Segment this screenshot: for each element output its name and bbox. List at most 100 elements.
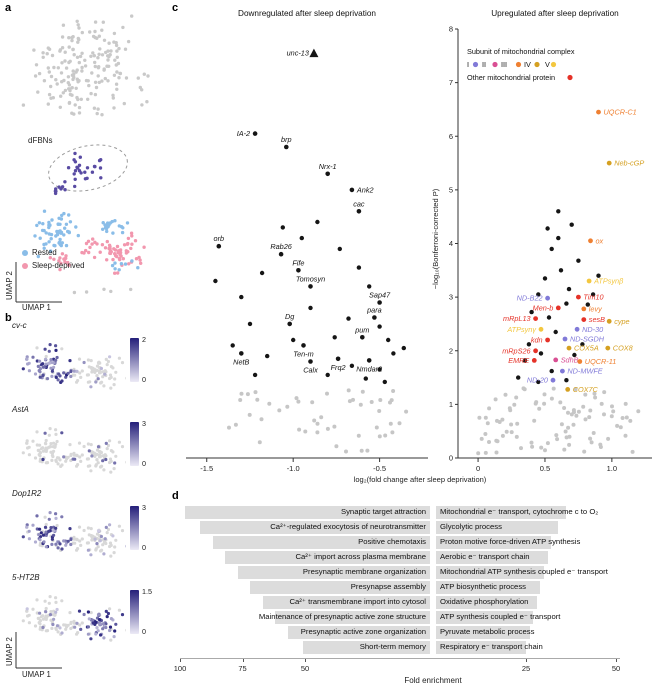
nonsignificant-points (618, 409, 641, 454)
feature-points (21, 343, 126, 390)
nonsignificant-points (227, 388, 409, 454)
gene-label: COX5A (574, 344, 599, 353)
legend-dot (492, 61, 498, 68)
gene-label: ND-B22 (517, 294, 543, 303)
gene-label: Ank2 (356, 185, 374, 194)
gene-label: Dg (285, 312, 294, 321)
umap-overview-plot (21, 14, 150, 295)
gene-label: sesB (589, 315, 605, 324)
feature-gene-label: AstA (12, 405, 29, 414)
colorbar-min: 0 (142, 459, 146, 468)
right-bar-label: Oxidative phosphorylation (440, 597, 529, 606)
nonsignificant-points (476, 386, 628, 456)
gene-label: Nrx-1 (319, 162, 337, 171)
umap2-label-a: UMAP 2 (5, 271, 14, 300)
left-bar-label: Presynaptic membrane organization (302, 567, 426, 576)
y-tick-label: 1 (449, 400, 453, 409)
gene-label: EMRE (508, 356, 529, 365)
legend-roman: IV (524, 60, 531, 69)
gene-label: Neb-cGP (614, 159, 644, 168)
d-axis-line (180, 658, 620, 659)
right-bar (436, 551, 548, 564)
panel-d-label: d (172, 490, 179, 502)
left-bar (200, 521, 430, 534)
enrichment-chart: Synaptic target attraction Mitochondrial … (170, 498, 656, 685)
panel-c-label: c (172, 2, 179, 14)
sleep-deprived-label: Sleep-deprived (32, 261, 85, 270)
x-tick-label: 0.5 (540, 464, 550, 473)
gene-label: Sap47 (369, 291, 391, 300)
x-tick-label: 0 (476, 464, 480, 473)
right-bar-label: Aerobic e⁻ transport chain (440, 552, 530, 561)
feature-plot-cv-c (21, 343, 126, 390)
gene-label: COX8 (613, 344, 634, 353)
feature-gene-label: Dop1R2 (12, 489, 42, 498)
umap1-label-b: UMAP 1 (22, 670, 51, 679)
feature-points (21, 427, 126, 474)
colorbar-min: 0 (142, 627, 146, 636)
d-tick (616, 658, 617, 662)
gene-label: Rab26 (270, 242, 292, 251)
left-bar-label: Short-term memory (359, 642, 426, 651)
left-bar (212, 536, 430, 549)
left-bar-label: Maintenance of presynaptic active zone s… (258, 612, 426, 621)
right-bar (436, 521, 559, 534)
colorbar-max: 2 (142, 335, 146, 344)
d-tick-label: 50 (611, 664, 621, 673)
gene-label: ND-MWFE (567, 367, 602, 376)
colorbar-max: 3 (142, 419, 146, 428)
gene-label: Nmdar2 (356, 364, 382, 373)
colorbar-min: 0 (142, 543, 146, 552)
colorbar (130, 506, 139, 550)
y-tick-label: 0 (449, 454, 453, 463)
d-tick (242, 658, 244, 662)
colorbar-max: 1.5 (142, 587, 152, 596)
gene-label: Men-b (533, 303, 554, 312)
gene-label: unc-13 (287, 49, 309, 58)
y-tick-label: 3 (449, 293, 453, 302)
right-bar (436, 641, 526, 654)
left-bar (262, 596, 430, 609)
gene-label: Tomosyn (296, 274, 325, 283)
panel-b-label: b (5, 312, 12, 324)
colorbar-max: 3 (142, 503, 146, 512)
x-tick-label: 1.0 (607, 464, 617, 473)
y-tick-label: 7 (449, 78, 453, 87)
umap1-label-a: UMAP 1 (22, 303, 51, 312)
feature-plot-Dop1R2 (21, 511, 126, 558)
left-bar (302, 641, 430, 654)
legend-dot (534, 61, 540, 68)
x-axis-label: log₂(fold change after sleep deprivation… (354, 475, 487, 484)
gene-label: NetB (233, 357, 249, 366)
legend-roman: I (467, 60, 469, 69)
offscale-triangle (309, 48, 319, 58)
d-tick (305, 658, 306, 662)
y-axis-label: −log₁₀(Bonferroni-corrected P) (431, 188, 440, 289)
x-tick-label: -0.5 (373, 464, 386, 473)
gene-label: UQCR-11 (585, 357, 617, 366)
rested-dot (22, 249, 28, 256)
dfbns-label: dFBNs (28, 136, 53, 145)
legend-roman: III (501, 60, 507, 69)
right-bar (436, 596, 537, 609)
feature-plot-AstA (21, 427, 126, 474)
legend-dot (550, 61, 557, 68)
y-tick-label: 8 (449, 25, 453, 34)
right-bar-label: Proton motive force-driven ATP synthesis (440, 537, 581, 546)
panel-a-label: a (5, 2, 12, 14)
right-bar-label: ATP synthesis coupled e⁻ transport (440, 612, 561, 621)
gene-label: COX7C (573, 385, 599, 394)
right-bar (436, 536, 552, 549)
d-tick-label: 75 (238, 664, 247, 673)
feature-plot-5-HT2B (21, 595, 126, 642)
gene-label: Ten-m (293, 349, 313, 358)
umap-legend: Rested Sleep-deprived (22, 246, 84, 272)
feature-gene-label: cv-c (12, 321, 27, 330)
right-bar-label: ATP biosynthetic process (440, 582, 527, 591)
gene-label: Frq2 (331, 363, 346, 372)
legend-roman: V (545, 60, 550, 69)
gene-label: Tim10 (583, 293, 603, 302)
gene-label: SdhB (561, 355, 579, 364)
right-bar (436, 506, 566, 519)
left-bar (275, 611, 430, 624)
